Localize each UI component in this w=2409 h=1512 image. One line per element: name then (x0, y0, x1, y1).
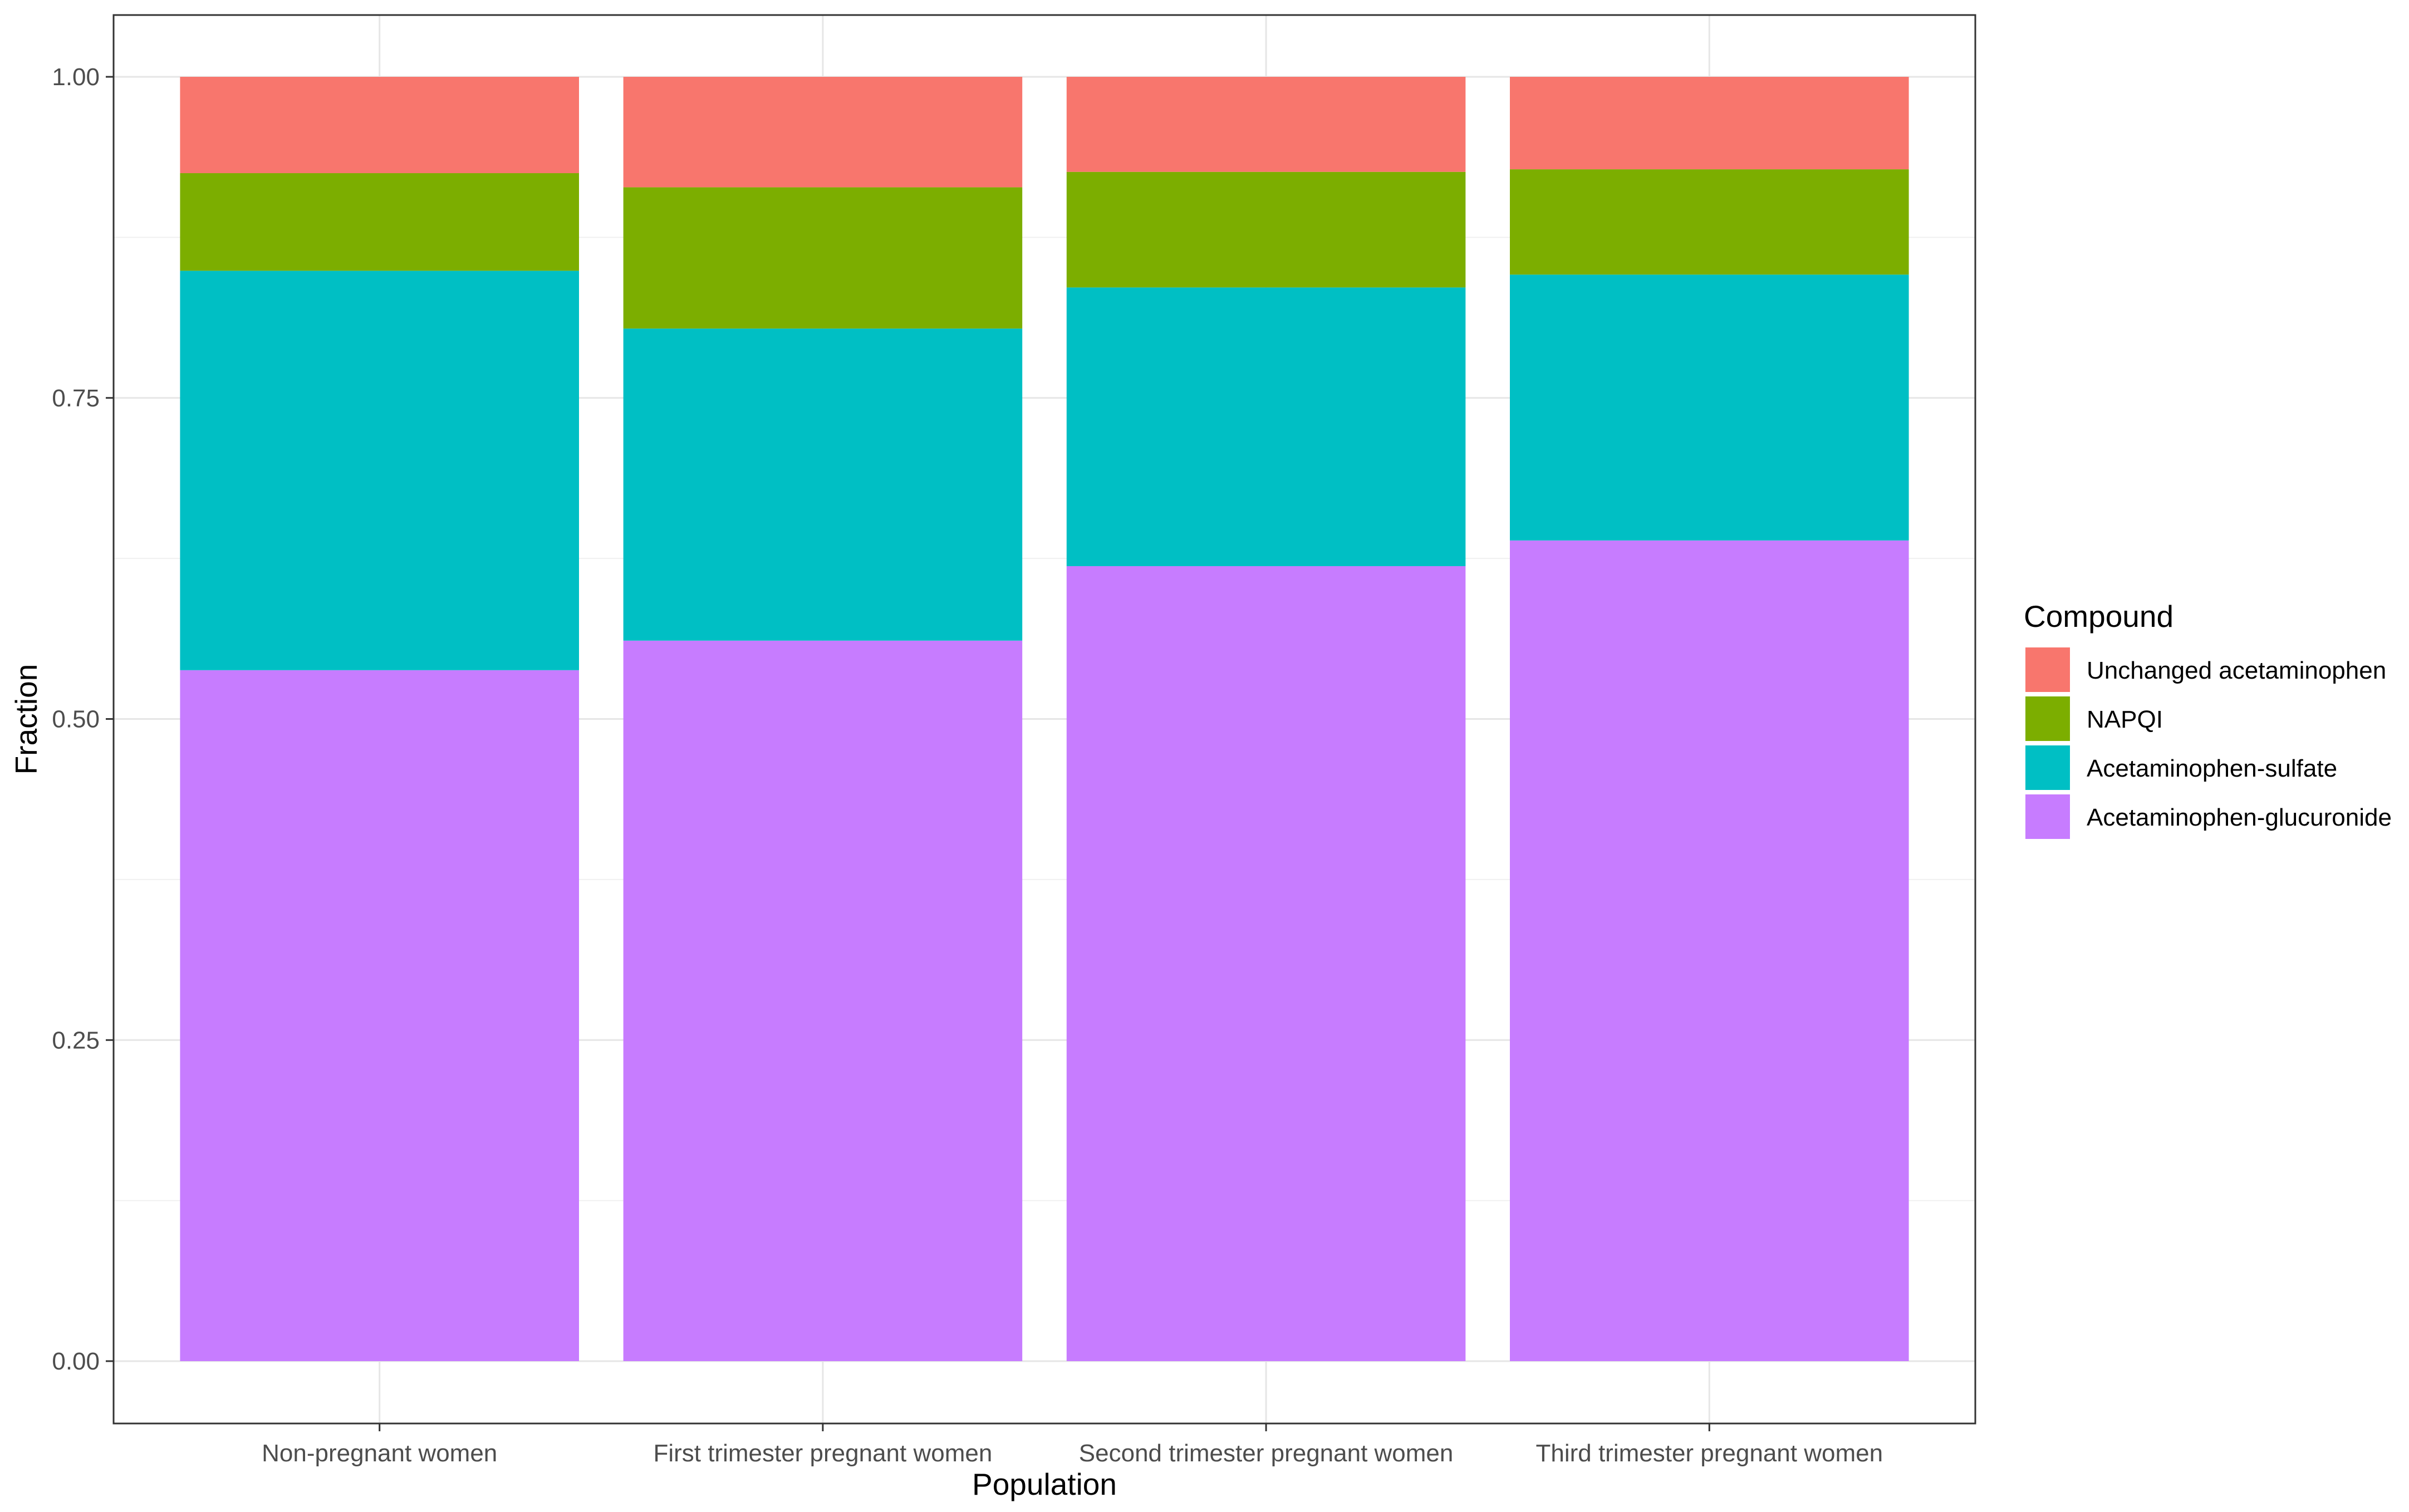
bar-acetaminophen-glucuronide-non-pregnant-women (180, 670, 579, 1361)
y-tick-label: 0.75 (52, 385, 100, 412)
bar-unchanged-acetaminophen-second-trimester-pregnant-women (1066, 77, 1466, 172)
legend-label-acetaminophen-sulfate: Acetaminophen-sulfate (2087, 755, 2337, 782)
bar-unchanged-acetaminophen-non-pregnant-women (180, 77, 579, 174)
legend: Compound Unchanged acetaminophen NAPQI Ace… (2024, 599, 2392, 839)
x-tick-label: Third trimester pregnant women (1535, 1440, 1883, 1467)
bar-napqi-non-pregnant-women (180, 173, 579, 271)
x-axis-title: Population (972, 1467, 1117, 1501)
legend-key-napqi (2025, 696, 2070, 741)
bar-napqi-first-trimester-pregnant-women (623, 187, 1023, 329)
bar-acetaminophen-sulfate-third-trimester-pregnant-women (1510, 274, 1909, 541)
bar-acetaminophen-sulfate-non-pregnant-women (180, 271, 579, 670)
bar-acetaminophen-glucuronide-second-trimester-pregnant-women (1066, 566, 1466, 1361)
bar-napqi-third-trimester-pregnant-women (1510, 169, 1909, 275)
legend-label-acetaminophen-glucuronide: Acetaminophen-glucuronide (2087, 804, 2392, 831)
y-tick-label: 1.00 (52, 63, 100, 91)
legend-title: Compound (2024, 599, 2174, 634)
x-tick-label: Non-pregnant women (262, 1440, 497, 1467)
x-axis-ticks: Non-pregnant women First trimester pregna… (262, 1423, 1883, 1467)
bars (180, 77, 1909, 1361)
bar-unchanged-acetaminophen-third-trimester-pregnant-women (1510, 77, 1909, 170)
legend-label-unchanged-acetaminophen: Unchanged acetaminophen (2087, 657, 2386, 684)
legend-label-napqi: NAPQI (2087, 706, 2163, 733)
y-axis-title: Fraction (9, 664, 43, 775)
legend-key-acetaminophen-sulfate (2025, 745, 2070, 790)
bar-napqi-second-trimester-pregnant-women (1066, 171, 1466, 288)
y-tick-label: 0.25 (52, 1027, 100, 1054)
bar-acetaminophen-sulfate-first-trimester-pregnant-women (623, 328, 1023, 641)
bar-acetaminophen-glucuronide-third-trimester-pregnant-women (1510, 540, 1909, 1361)
y-axis-ticks: 0.00 0.25 0.50 0.75 1.00 (52, 63, 114, 1375)
x-tick-label: First trimester pregnant women (653, 1440, 992, 1467)
x-tick-label: Second trimester pregnant women (1079, 1440, 1454, 1467)
legend-key-acetaminophen-glucuronide (2025, 794, 2070, 839)
y-tick-label: 0.50 (52, 706, 100, 733)
y-tick-label: 0.00 (52, 1348, 100, 1375)
bar-acetaminophen-sulfate-second-trimester-pregnant-women (1066, 287, 1466, 566)
bar-unchanged-acetaminophen-first-trimester-pregnant-women (623, 77, 1023, 188)
bar-acetaminophen-glucuronide-first-trimester-pregnant-women (623, 640, 1023, 1361)
legend-key-unchanged-acetaminophen (2025, 647, 2070, 692)
